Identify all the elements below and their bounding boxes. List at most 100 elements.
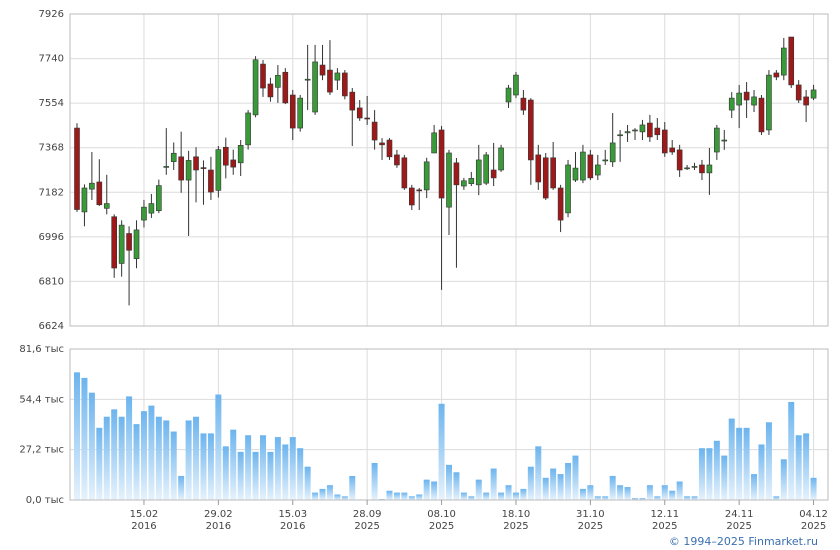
- volume-bar: [96, 427, 103, 500]
- volume-bar: [557, 474, 564, 500]
- candle-body: [386, 139, 393, 158]
- volume-bar: [111, 409, 118, 500]
- candle-body: [312, 61, 318, 113]
- candle-body: [594, 164, 601, 176]
- volume-bar: [237, 451, 244, 500]
- candle-body: [468, 178, 475, 184]
- candle-body: [275, 75, 281, 88]
- x-tick-label: 08.10: [427, 509, 456, 520]
- y-tick-label: 6810: [39, 276, 64, 287]
- candle-body: [111, 216, 117, 269]
- volume-bar: [520, 488, 527, 500]
- volume-bar: [297, 448, 304, 500]
- volume-bar: [207, 433, 214, 500]
- volume-bar: [498, 492, 505, 500]
- candle-body: [758, 97, 765, 133]
- volume-bar: [215, 394, 222, 500]
- x-tick-label: 24.11: [725, 509, 754, 520]
- candle-body: [706, 164, 713, 174]
- volume-bar: [661, 485, 668, 500]
- x-tick-year: 2025: [801, 521, 826, 532]
- volume-bar: [751, 474, 758, 500]
- volume-bar: [669, 490, 676, 500]
- candle-body: [148, 203, 155, 214]
- volume-bar: [617, 485, 624, 500]
- candle-body: [252, 59, 259, 116]
- candle-body: [141, 206, 147, 221]
- volume-bar: [684, 496, 691, 500]
- volume-bar: [155, 416, 162, 500]
- volume-bar: [780, 459, 787, 500]
- candle-body: [684, 167, 690, 170]
- volume-bar: [698, 448, 705, 500]
- volume-bar: [505, 485, 512, 500]
- volume-bar: [140, 411, 147, 500]
- candle-body: [282, 71, 289, 104]
- volume-bar: [222, 446, 229, 500]
- candle-body: [780, 47, 787, 76]
- footer-link[interactable]: © 1994–2025 Finmarket.ru: [669, 535, 818, 548]
- candle-body: [349, 91, 356, 111]
- candle-body: [215, 149, 222, 191]
- volume-bar: [565, 462, 572, 500]
- candle-body: [513, 74, 519, 96]
- volume-bar: [758, 444, 765, 500]
- x-tick-label: 04.12: [799, 509, 828, 520]
- volume-bar: [185, 420, 192, 500]
- candle-body: [498, 147, 504, 171]
- x-tick-year: 2025: [354, 521, 379, 532]
- x-tick-year: 2016: [206, 521, 231, 532]
- candle-body: [453, 162, 460, 186]
- candle-body: [803, 96, 809, 106]
- candle-body: [572, 167, 579, 181]
- y-tick-label: 7926: [39, 9, 64, 20]
- candle-body: [267, 83, 274, 98]
- x-tick-year: 2025: [726, 521, 751, 532]
- candle-body: [587, 154, 594, 179]
- candle-body: [728, 97, 735, 111]
- candle-body: [342, 72, 348, 97]
- y-tick-label: 81,6 тыс: [19, 344, 64, 355]
- volume-bar: [282, 444, 289, 500]
- candle-body: [178, 156, 184, 181]
- y-tick-label: 6624: [39, 321, 64, 332]
- x-tick-label: 29.02: [204, 509, 233, 520]
- candle-body: [438, 129, 445, 199]
- candle-body: [617, 134, 623, 137]
- candle-body: [461, 180, 467, 187]
- volume-bar: [386, 490, 393, 500]
- volume-bar: [639, 498, 646, 500]
- volume-bar: [810, 477, 817, 500]
- candle-body: [193, 156, 199, 171]
- volume-bar: [803, 433, 810, 500]
- candle-body: [185, 160, 192, 181]
- candle-body: [535, 154, 542, 183]
- candle-body: [661, 129, 668, 154]
- volume-bar: [721, 455, 728, 500]
- volume-bar: [572, 455, 579, 500]
- volume-bar: [632, 498, 638, 500]
- y-tick-label: 0,0 тыс: [26, 495, 64, 506]
- candle-body: [319, 64, 326, 76]
- candle-body: [647, 122, 653, 138]
- volume-bar: [795, 435, 802, 500]
- candle-body: [118, 224, 125, 264]
- volume-bar: [349, 475, 356, 500]
- volume-bar: [88, 392, 95, 500]
- volume-bar: [245, 435, 252, 500]
- candle-body: [245, 112, 251, 146]
- volume-bar: [527, 466, 534, 500]
- volume-bar: [193, 416, 200, 500]
- volume-bar: [728, 418, 735, 500]
- volume-bar: [788, 401, 795, 500]
- volume-bar: [676, 481, 683, 500]
- candle-body: [609, 142, 616, 163]
- volume-bar: [438, 403, 445, 500]
- candle-body: [580, 151, 586, 181]
- candle-body: [416, 189, 423, 192]
- candle-body: [379, 142, 385, 146]
- candle-body: [528, 99, 534, 161]
- candle-body: [721, 139, 728, 142]
- volume-bar: [431, 481, 438, 500]
- candle-body: [208, 169, 214, 193]
